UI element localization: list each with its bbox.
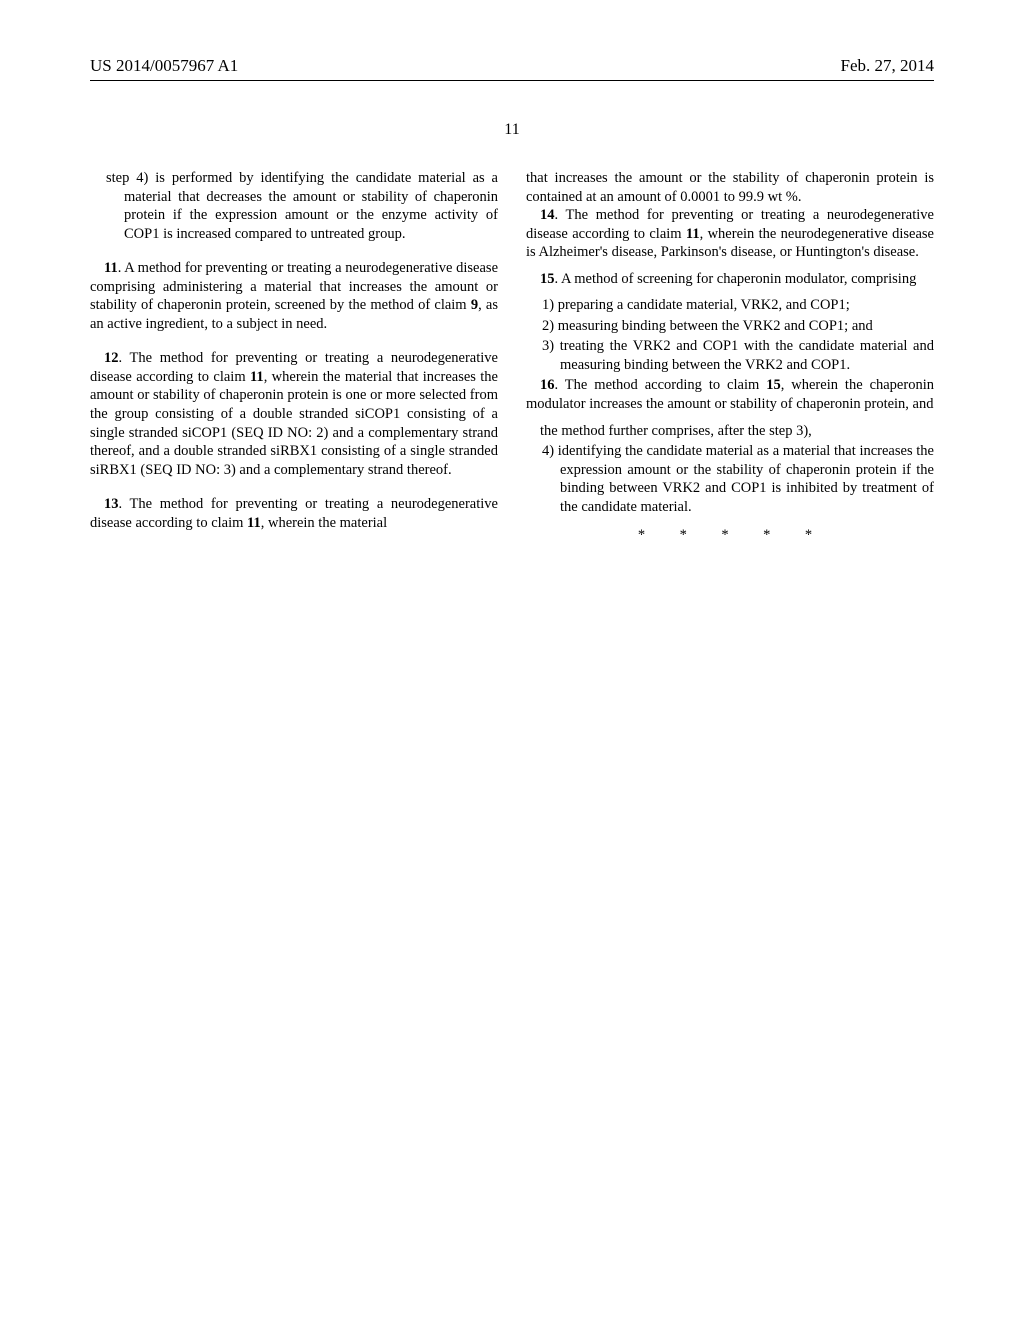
claim-14: 14. The method for preventing or treatin… <box>526 206 934 262</box>
header-rule <box>90 80 934 81</box>
claim-number: 14 <box>540 207 555 223</box>
claim-16-line2: the method further comprises, after the … <box>526 422 934 441</box>
page-number: 11 <box>90 121 934 139</box>
claim-number: 15 <box>540 271 555 287</box>
claim-ref: 15 <box>766 377 781 393</box>
claim-text: . A method for preventing or treating a … <box>90 260 498 313</box>
claim-text: . A method of screening for chaperonin m… <box>555 271 917 287</box>
publication-date: Feb. 27, 2014 <box>841 56 935 76</box>
patent-page: US 2014/0057967 A1 Feb. 27, 2014 11 step… <box>0 0 1024 1320</box>
step-4-continuation: step 4) is performed by identifying the … <box>90 169 498 243</box>
claim-16: 16. The method according to claim 15, wh… <box>526 376 934 413</box>
page-header: US 2014/0057967 A1 Feb. 27, 2014 <box>90 56 934 80</box>
claim-16-step4: 4) identifying the candidate material as… <box>526 442 934 516</box>
claim-ref: 9 <box>471 297 478 313</box>
publication-number: US 2014/0057967 A1 <box>90 56 238 76</box>
claim-number: 13 <box>104 496 119 512</box>
end-mark: * * * * * <box>526 526 934 545</box>
right-column: that increases the amount or the stabili… <box>526 169 934 545</box>
claim-13-continuation: that increases the amount or the stabili… <box>526 169 934 206</box>
claim-15-step1: 1) preparing a candidate material, VRK2,… <box>526 296 934 315</box>
claim-tail: , wherein the material that increases th… <box>90 369 498 478</box>
claim-ref: 11 <box>250 369 264 385</box>
claim-13: 13. The method for preventing or treatin… <box>90 495 498 532</box>
claim-text: . The method according to claim <box>555 377 767 393</box>
claim-ref: 11 <box>247 515 261 531</box>
claim-number: 11 <box>104 260 118 276</box>
left-column: step 4) is performed by identifying the … <box>90 169 498 545</box>
claim-15-step3: 3) treating the VRK2 and COP1 with the c… <box>526 337 934 374</box>
claim-number: 12 <box>104 350 119 366</box>
two-column-body: step 4) is performed by identifying the … <box>90 169 934 545</box>
claim-12: 12. The method for preventing or treatin… <box>90 349 498 479</box>
claim-number: 16 <box>540 377 555 393</box>
claim-ref: 11 <box>686 226 700 242</box>
claim-15-step2: 2) measuring binding between the VRK2 an… <box>526 317 934 336</box>
claim-15: 15. A method of screening for chaperonin… <box>526 270 934 289</box>
claim-11: 11. A method for preventing or treating … <box>90 259 498 333</box>
claim-tail: , wherein the material <box>261 515 387 531</box>
